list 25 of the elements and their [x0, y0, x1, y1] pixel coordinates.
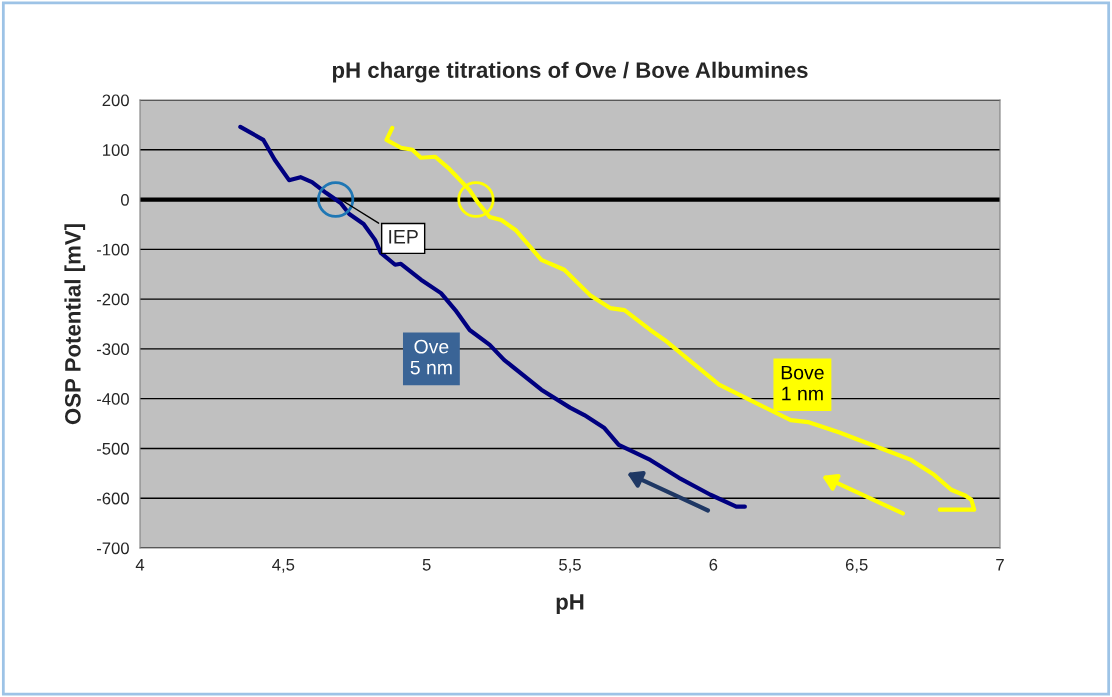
x-tick-label: 6: [709, 558, 718, 571]
y-tick-label: -400: [96, 393, 129, 405]
line-series: [238, 124, 747, 509]
y-tick-label: 100: [103, 144, 129, 156]
y-tick-label: 200: [102, 94, 129, 107]
annotation: IEP: [389, 230, 418, 244]
y-tick-label: -100: [96, 243, 129, 256]
x-tick-label: 5,5: [559, 559, 581, 573]
x-tick-label: 7: [996, 559, 1004, 571]
x-tick-label: 6,5: [845, 558, 868, 573]
y-tick-label: -200: [96, 293, 129, 306]
x-axis-title: pH: [556, 594, 584, 615]
series-label: Ove 5 nm: [410, 339, 452, 375]
x-tick-label: 5: [422, 559, 431, 571]
line-series: [384, 125, 977, 512]
y-axis-title: OSP Potential [mV]: [64, 224, 86, 425]
y-tick-label: -700: [96, 542, 129, 555]
y-tick-label: -300: [96, 343, 129, 356]
chart-title: pH charge titrations of Ove / Bove Albumines: [332, 61, 808, 83]
x-tick-label: 4: [135, 559, 145, 571]
y-tick-label: -500: [96, 442, 129, 455]
series-label: Bove 1 nm: [781, 365, 824, 401]
x-tick-label: 4,5: [272, 559, 295, 573]
y-tick-label: 0: [120, 193, 129, 206]
y-tick-label: -600: [96, 492, 129, 505]
